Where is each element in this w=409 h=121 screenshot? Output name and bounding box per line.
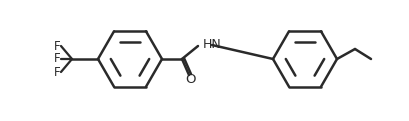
Text: F: F xyxy=(54,39,60,53)
Text: HN: HN xyxy=(202,38,221,50)
Text: F: F xyxy=(54,65,60,79)
Text: O: O xyxy=(185,73,196,86)
Text: F: F xyxy=(54,53,60,65)
